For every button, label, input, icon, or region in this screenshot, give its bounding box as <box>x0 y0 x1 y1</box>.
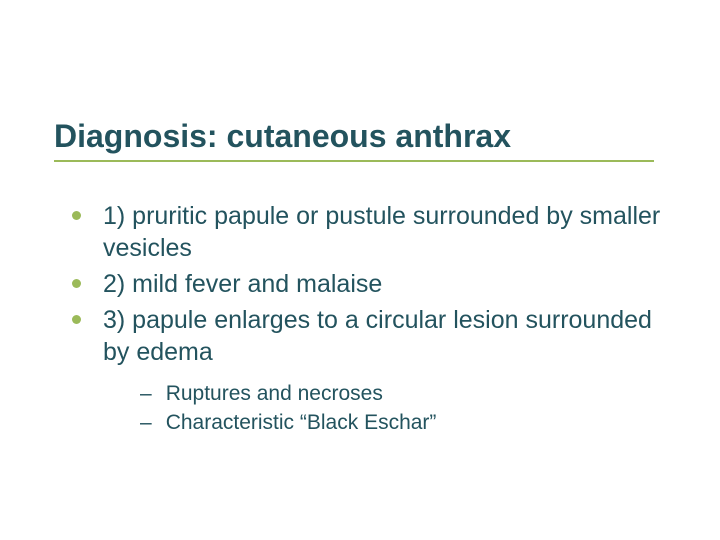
bullet-icon <box>72 315 81 324</box>
list-item: – Characteristic “Black Eschar” <box>140 409 650 436</box>
list-item: 2) mild fever and malaise <box>72 268 662 300</box>
title-underline <box>54 160 654 162</box>
list-item-text: 3) papule enlarges to a circular lesion … <box>103 304 662 368</box>
list-item: 3) papule enlarges to a circular lesion … <box>72 304 662 368</box>
list-item-text: Ruptures and necroses <box>166 380 383 407</box>
main-bullet-list: 1) pruritic papule or pustule surrounded… <box>72 200 662 372</box>
list-item: – Ruptures and necroses <box>140 380 650 407</box>
sub-bullet-list: – Ruptures and necroses – Characteristic… <box>140 380 650 439</box>
list-item-text: 2) mild fever and malaise <box>103 268 382 300</box>
slide-title: Diagnosis: cutaneous anthrax <box>54 118 511 155</box>
list-item-text: 1) pruritic papule or pustule surrounded… <box>103 200 662 264</box>
bullet-icon <box>72 211 81 220</box>
list-item-text: Characteristic “Black Eschar” <box>166 409 437 436</box>
dash-icon: – <box>140 409 152 436</box>
list-item: 1) pruritic papule or pustule surrounded… <box>72 200 662 264</box>
dash-icon: – <box>140 380 152 407</box>
bullet-icon <box>72 279 81 288</box>
